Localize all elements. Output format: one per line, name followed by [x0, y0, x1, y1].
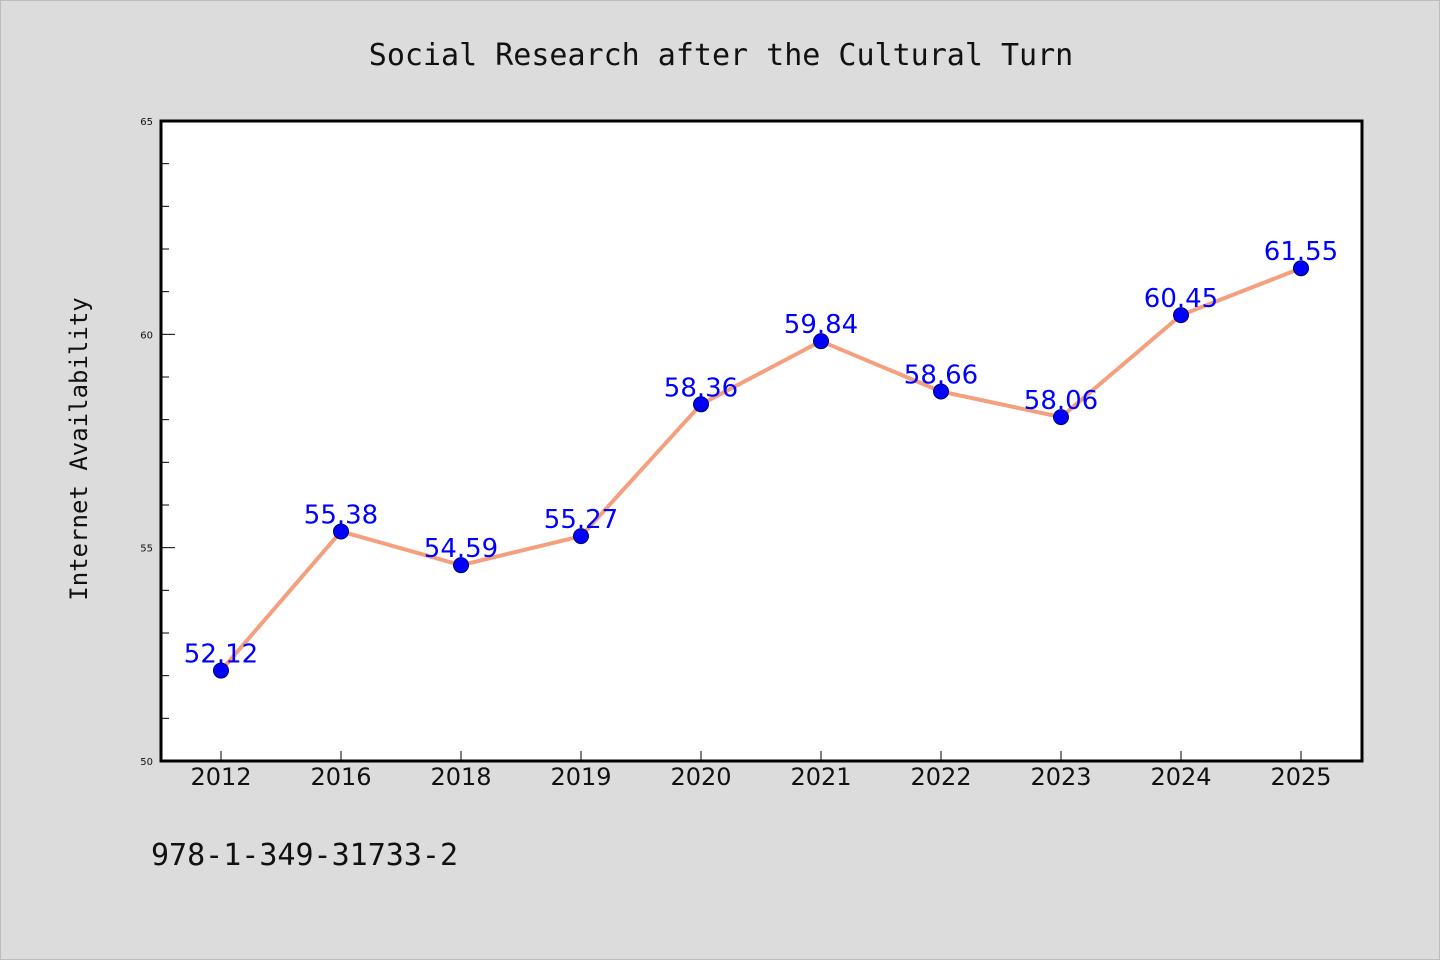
- y-tick-label: 65: [140, 117, 153, 128]
- x-tick-label: 2012: [190, 763, 251, 791]
- data-point: [1293, 260, 1309, 277]
- data-label: 60.45: [1144, 284, 1218, 314]
- x-tick-label: 2020: [670, 763, 731, 791]
- y-axis-label: Internet Availability: [65, 297, 93, 600]
- data-point: [333, 523, 349, 540]
- data-label: 58.06: [1024, 386, 1098, 416]
- data-label: 59.84: [784, 310, 858, 340]
- x-tick-label: 2016: [310, 763, 371, 791]
- data-point: [933, 383, 949, 400]
- data-point: [453, 557, 469, 574]
- series-line: [219, 266, 1303, 673]
- x-tick-label: 2023: [1030, 763, 1091, 791]
- y-tick-label: 55: [140, 544, 153, 555]
- data-point: [1053, 409, 1069, 426]
- data-point: [1173, 307, 1189, 324]
- plot-area: [159, 119, 1364, 763]
- y-tick-label: 60: [140, 330, 153, 341]
- data-label: 52.12: [184, 640, 258, 670]
- chart-title: Social Research after the Cultural Turn: [369, 38, 1073, 73]
- y-axis-ticks: 50 55 60 65: [140, 117, 175, 768]
- data-point: [213, 662, 229, 679]
- data-label: 58.66: [904, 361, 978, 391]
- data-point: [573, 528, 589, 545]
- data-point: [693, 396, 709, 413]
- data-point: [813, 333, 829, 350]
- y-minor-ticks: [161, 163, 169, 719]
- data-label: 55.38: [304, 500, 378, 530]
- x-tick-label: 2021: [790, 763, 851, 791]
- x-tick-label: 2019: [550, 763, 611, 791]
- data-label: 61.55: [1264, 237, 1338, 267]
- isbn-footnote: 978-1-349-31733-2: [151, 838, 458, 873]
- data-label: 54.59: [424, 534, 498, 564]
- x-tick-label: 2024: [1150, 763, 1211, 791]
- data-label: 58.36: [664, 373, 738, 403]
- x-tick-label: 2022: [910, 763, 971, 791]
- x-tick-label: 2018: [430, 763, 491, 791]
- data-labels: 52.12 55.38 54.59 55.27 58.36 59.84 58.66 58.06…: [184, 237, 1338, 669]
- data-label: 55.27: [544, 505, 618, 535]
- x-axis-ticks: 2012 2016 2018 2019 2020 2021 2022 2023 2024 2025: [190, 751, 1332, 791]
- x-tick-label: 2025: [1270, 763, 1331, 791]
- y-tick-label: 50: [140, 757, 153, 768]
- data-markers: [213, 260, 1309, 679]
